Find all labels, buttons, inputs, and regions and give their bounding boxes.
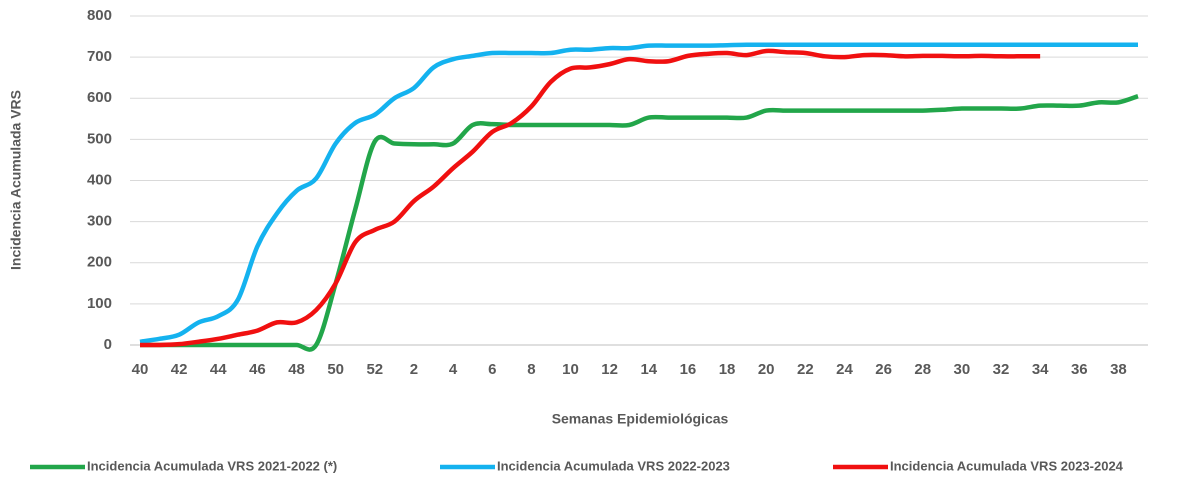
x-tick-label: 6	[488, 361, 496, 378]
y-tick-label: 100	[87, 295, 112, 312]
y-tick-label: 0	[104, 336, 112, 353]
y-tick-label: 400	[87, 171, 112, 188]
x-tick-label: 24	[836, 361, 853, 378]
x-tick-label: 46	[249, 361, 266, 378]
legend-label: Incidencia Acumulada VRS 2023-2024	[890, 458, 1124, 473]
y-tick-label: 300	[87, 213, 112, 230]
legend-label: Incidencia Acumulada VRS 2022-2023	[497, 458, 730, 473]
y-tick-label: 600	[87, 89, 112, 106]
x-tick-label: 8	[527, 361, 535, 378]
series-line	[139, 48, 1041, 348]
x-axis-title: Semanas Epidemiológicas	[552, 411, 729, 427]
x-tick-label: 10	[562, 361, 579, 378]
x-tick-label: 30	[954, 361, 971, 378]
x-tick-label: 26	[875, 361, 892, 378]
x-tick-label: 4	[449, 361, 458, 378]
x-tick-label: 28	[914, 361, 931, 378]
y-tick-label: 200	[87, 254, 112, 271]
x-tick-label: 20	[758, 361, 775, 378]
y-tick-label: 800	[87, 7, 112, 24]
series-line	[139, 42, 1138, 344]
x-tick-label: 50	[327, 361, 344, 378]
x-tick-label: 22	[797, 361, 814, 378]
y-axis-title: Incidencia Acumulada VRS	[8, 90, 24, 270]
x-tick-label: 34	[1032, 361, 1049, 378]
x-tick-label: 16	[680, 361, 697, 378]
x-tick-label: 18	[719, 361, 736, 378]
x-tick-label: 2	[410, 361, 418, 378]
x-tick-label: 40	[132, 361, 149, 378]
x-tick-label: 36	[1071, 361, 1088, 378]
x-tick-label: 48	[288, 361, 305, 378]
x-tick-label: 42	[171, 361, 188, 378]
x-tick-label: 38	[1110, 361, 1127, 378]
x-tick-label: 14	[640, 361, 657, 378]
x-tick-label: 32	[993, 361, 1010, 378]
x-tick-label: 12	[601, 361, 618, 378]
y-tick-label: 700	[87, 48, 112, 65]
x-tick-label: 44	[210, 361, 227, 378]
series-line	[139, 94, 1139, 352]
x-tick-label: 52	[366, 361, 383, 378]
legend-label: Incidencia Acumulada VRS 2021-2022 (*)	[87, 458, 337, 473]
y-tick-label: 500	[87, 130, 112, 147]
